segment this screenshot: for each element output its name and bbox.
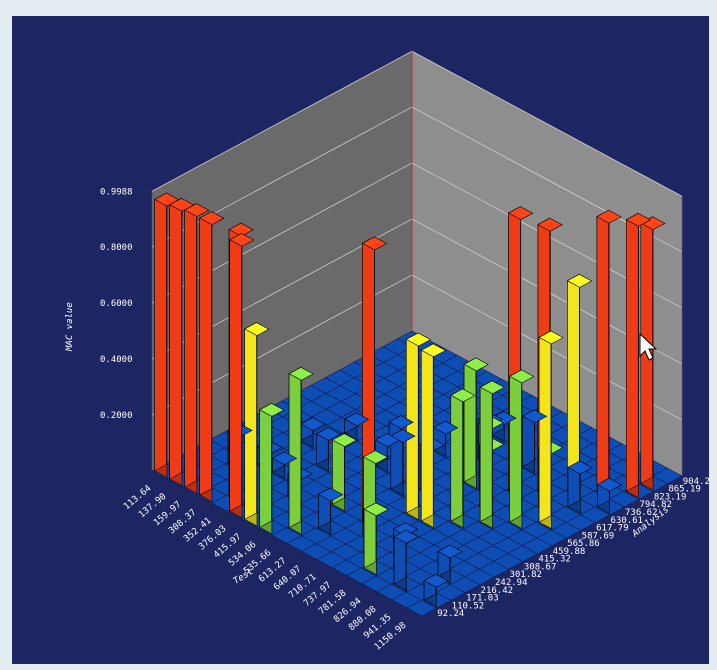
y-tick-label: 865.19 — [668, 485, 701, 495]
bar-top — [405, 332, 432, 347]
bar — [199, 211, 212, 496]
bar-top — [288, 366, 314, 381]
bar-top — [450, 388, 476, 403]
bar — [244, 322, 257, 520]
z-tick-label: 0.9988 — [100, 187, 133, 197]
bar-top — [507, 206, 534, 220]
y-tick-label: 904.21 — [683, 477, 709, 487]
bar-top — [259, 403, 285, 417]
bar-top — [374, 433, 401, 447]
bar-top — [388, 415, 414, 429]
bar-top — [300, 417, 326, 431]
z-tick-label: 0.8000 — [100, 243, 133, 253]
bar-top — [479, 380, 506, 395]
bar — [463, 357, 477, 483]
bar-top — [317, 487, 344, 502]
bar-top — [244, 322, 270, 336]
y-tick-label: 92.24 — [437, 609, 464, 619]
bar — [288, 366, 302, 529]
y-tick-label: 308.67 — [524, 562, 557, 572]
bar — [596, 209, 610, 492]
bar-top — [271, 451, 298, 466]
bar-top — [537, 217, 563, 232]
bar-top — [362, 450, 389, 464]
bar-top — [343, 412, 370, 427]
bar — [420, 343, 434, 522]
y-tick-label: 216.42 — [481, 586, 514, 596]
bar — [450, 388, 463, 522]
bar-top — [423, 573, 449, 588]
y-tick-label: 630.61 — [611, 516, 644, 526]
bar — [259, 402, 272, 528]
bar-top — [567, 460, 593, 475]
bar — [567, 273, 580, 492]
bar-top — [566, 274, 593, 288]
y-tick-label: 736.62 — [625, 508, 658, 518]
bar-top — [437, 544, 463, 559]
y-tick-label: 171.03 — [466, 594, 499, 604]
y-tick-label: 459.88 — [553, 547, 586, 557]
z-tick-label: 0.6000 — [100, 299, 133, 309]
bar-top — [228, 222, 254, 237]
bar — [229, 232, 242, 512]
z-tick-label: 0.2000 — [100, 411, 133, 421]
bar-top — [315, 427, 342, 441]
bar-top — [331, 433, 358, 447]
bar-top — [154, 192, 180, 207]
y-tick-label: 565.86 — [567, 539, 600, 549]
bar — [169, 197, 182, 480]
bar-top — [363, 502, 389, 517]
bar-top — [596, 209, 622, 224]
bar-top — [521, 409, 548, 424]
y-tick-label: 794.82 — [639, 500, 672, 510]
bar — [625, 212, 639, 492]
y-tick-label: 301.82 — [509, 570, 542, 580]
y-tick-label: 587.69 — [582, 531, 615, 541]
bar-top — [393, 529, 419, 544]
bar — [509, 369, 522, 523]
y-tick-label: 415.32 — [538, 555, 571, 565]
floor-cell — [652, 467, 683, 485]
bar-top — [463, 357, 489, 372]
bar-top — [361, 236, 388, 251]
bar-top — [432, 420, 459, 435]
bar-top — [538, 330, 564, 345]
y-tick-label: 617.79 — [596, 524, 629, 534]
bar — [154, 192, 167, 472]
bar — [538, 330, 552, 523]
y-tick-label: 823.19 — [654, 492, 687, 502]
y-tick-label: 242.94 — [495, 578, 528, 588]
bar — [479, 380, 493, 523]
bar-top — [420, 343, 447, 358]
bar-top — [509, 369, 535, 384]
bar-top — [596, 477, 623, 492]
bar — [184, 203, 197, 488]
mac-3d-bar-chart: 0.2000 0.4000 0.6000 0.8000 0.9988 MAC value 1… — [65, 50, 709, 653]
mouse-cursor-icon — [639, 332, 658, 361]
chart-panel: 0.2000 0.4000 0.6000 0.8000 0.9988 MAC value 1… — [12, 16, 709, 664]
bar-top — [199, 211, 225, 225]
x-axis-title: Test — [232, 567, 256, 587]
bar-top — [229, 232, 255, 247]
z-axis-title: MAC value — [65, 302, 75, 352]
z-tick-label: 0.4000 — [100, 355, 133, 365]
y-tick-label: 110.52 — [452, 601, 485, 611]
bar-top — [625, 212, 652, 227]
